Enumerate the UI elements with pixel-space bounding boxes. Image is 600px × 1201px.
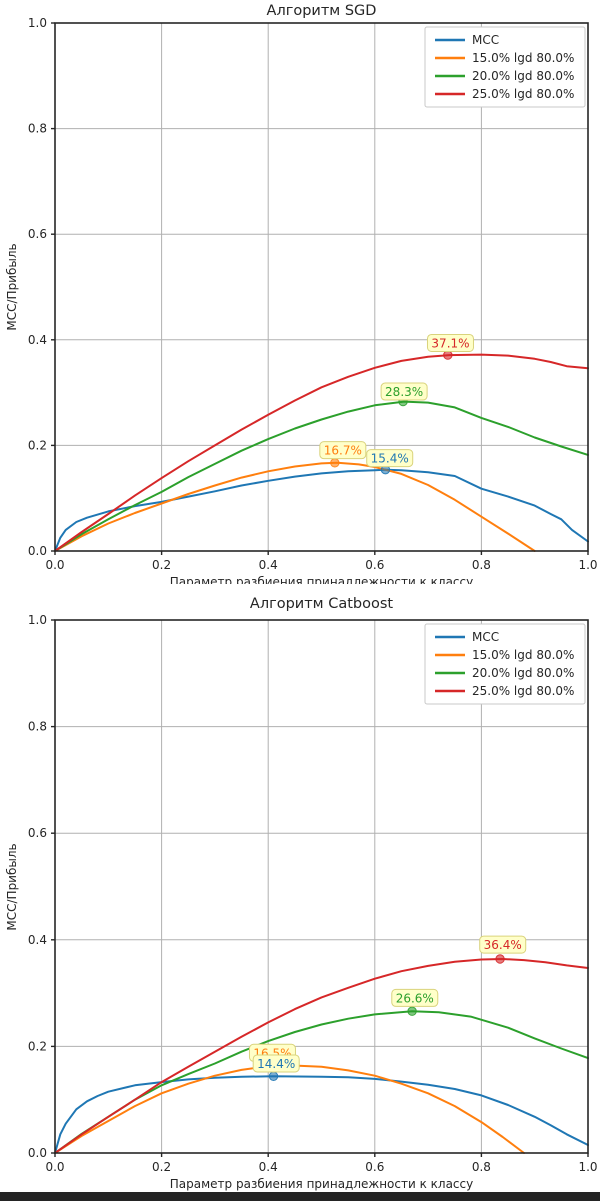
x-tick-label: 0.8 xyxy=(472,1160,491,1174)
x-tick-label: 0.2 xyxy=(152,1160,171,1174)
annotation-text: 16.7% xyxy=(324,444,362,458)
y-tick-label: 0.4 xyxy=(28,333,47,347)
annotation-box xyxy=(366,449,414,468)
y-tick-label: 1.0 xyxy=(28,16,47,30)
plot-border xyxy=(54,22,589,552)
chart-title: Алгоритм SGD xyxy=(267,3,377,19)
annotation-box xyxy=(426,333,474,352)
series-line-red xyxy=(54,958,589,1154)
legend-label: MCC xyxy=(472,33,499,47)
y-tick-label: 1.0 xyxy=(28,613,47,627)
y-axis-label: MCC/Прибыль xyxy=(5,243,19,330)
y-tick-label: 0.4 xyxy=(28,933,47,947)
annotation-box xyxy=(319,441,367,460)
y-tick-label: 0.6 xyxy=(28,227,47,241)
peak-marker-red xyxy=(443,350,453,360)
x-tick-label: 1.0 xyxy=(578,1160,597,1174)
sgd-chart-figure: Алгоритм SGD 0.0 0.2 0.4 0.6 0.8 1.0 0.0 0.2 0.4 0… xyxy=(0,0,600,584)
series-line-green xyxy=(54,400,589,552)
x-tick-label: 0.6 xyxy=(365,558,384,572)
legend-box xyxy=(424,623,586,705)
series-line-orange xyxy=(54,1064,525,1154)
annotation-box xyxy=(252,1054,300,1073)
annotation-text: 15.4% xyxy=(371,452,409,466)
y-tick-label: 0.0 xyxy=(28,1146,47,1160)
annotation-text: 36.4% xyxy=(484,938,522,952)
annotation-text: 14.4% xyxy=(257,1057,295,1071)
annotation-box xyxy=(380,382,428,401)
series-line-red xyxy=(54,353,589,552)
chart-title: Алгоритм Catboost xyxy=(250,596,393,612)
annotation-box xyxy=(479,935,527,954)
sgd-chart-canvas: Алгоритм SGD 0.0 0.2 0.4 0.6 0.8 1.0 0.0 0.2 0.4 0… xyxy=(5,3,598,584)
y-tick-label: 0.8 xyxy=(28,720,47,734)
legend-label: 25.0% lgd 80.0% xyxy=(472,684,574,698)
peak-marker-blue xyxy=(268,1071,279,1081)
x-tick-label: 1.0 xyxy=(578,558,597,572)
annotation-text: 26.6% xyxy=(396,991,434,1005)
x-axis-label: Параметр разбиения принадлежности к клас… xyxy=(170,575,473,584)
legend-label: MCC xyxy=(472,630,499,644)
x-tick-label: 0.6 xyxy=(365,1160,384,1174)
annotation-box xyxy=(391,988,439,1007)
x-tick-label: 0.0 xyxy=(45,1160,64,1174)
legend-label: 15.0% lgd 80.0% xyxy=(472,648,574,662)
series-line-blue xyxy=(54,468,589,552)
window-edge-bar xyxy=(0,1192,600,1201)
peak-marker-green xyxy=(407,1006,417,1016)
series-line-green xyxy=(54,1010,589,1154)
y-tick-label: 0.2 xyxy=(28,438,47,452)
legend: MCC 15.0% lgd 80.0% 20.0% lgd 80.0% 25.0% l… xyxy=(424,26,586,108)
peak-marker-red xyxy=(495,954,505,964)
legend-label: 20.0% lgd 80.0% xyxy=(472,69,574,83)
catboost-chart-canvas: Алгоритм Catboost 0.0 0.2 0.4 0.6 0.8 1.0 0.0 0.… xyxy=(5,596,598,1191)
y-tick-label: 0.6 xyxy=(28,826,47,840)
legend-label: 15.0% lgd 80.0% xyxy=(472,51,574,65)
x-tick-label: 0.4 xyxy=(259,558,278,572)
legend-box xyxy=(424,26,586,108)
x-tick-label: 0.4 xyxy=(259,1160,278,1174)
annotation-text: 37.1% xyxy=(431,336,469,350)
peak-marker-orange xyxy=(330,458,340,468)
annotation-text: 28.3% xyxy=(385,385,423,399)
y-axis-label: MCC/Прибыль xyxy=(5,843,19,930)
legend-label: 25.0% lgd 80.0% xyxy=(472,87,574,101)
x-tick-label: 0.8 xyxy=(472,558,491,572)
catboost-chart-figure: Алгоритм Catboost 0.0 0.2 0.4 0.6 0.8 1.0 0.0 0.… xyxy=(0,584,600,1192)
x-axis-label: Параметр разбиения принадлежности к клас… xyxy=(170,1177,473,1191)
y-tick-label: 0.0 xyxy=(28,544,47,558)
x-tick-label: 0.2 xyxy=(152,558,171,572)
x-tick-label: 0.0 xyxy=(45,558,64,572)
series-line-orange xyxy=(54,461,536,552)
plot-border xyxy=(54,619,589,1154)
legend-label: 20.0% lgd 80.0% xyxy=(472,666,574,680)
y-tick-label: 0.8 xyxy=(28,122,47,136)
legend: MCC 15.0% lgd 80.0% 20.0% lgd 80.0% 25.0% l… xyxy=(424,623,586,705)
y-tick-label: 0.2 xyxy=(28,1039,47,1053)
